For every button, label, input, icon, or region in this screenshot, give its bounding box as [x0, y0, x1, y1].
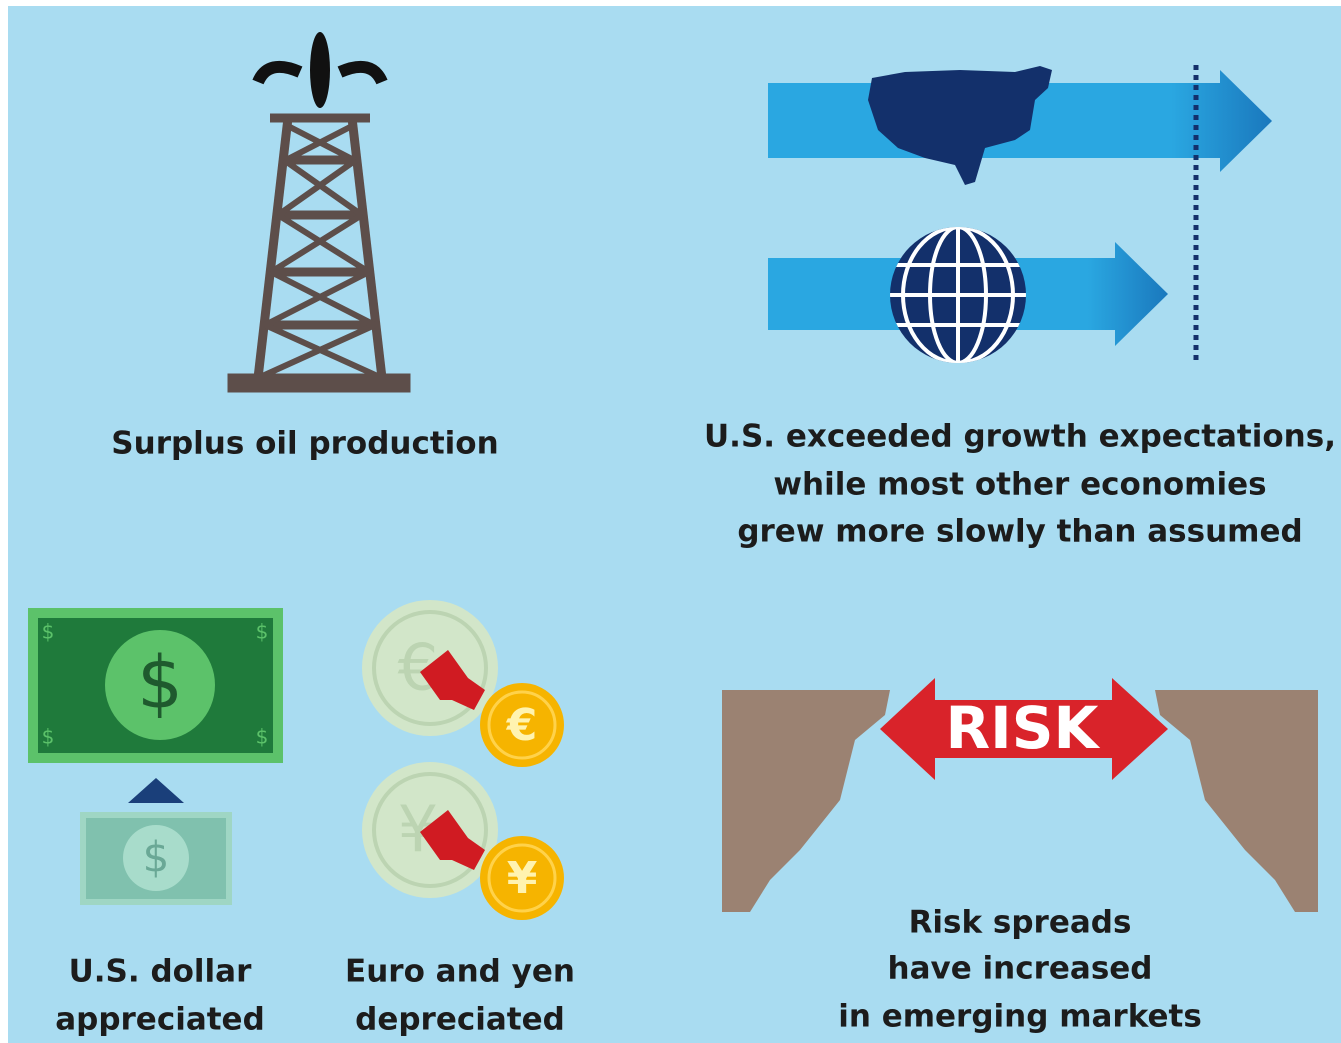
- currency-coins: € € ¥ ¥: [362, 600, 564, 920]
- caption: grew more slowly than assumed: [737, 514, 1302, 550]
- oil-derrick-icon: [227, 32, 411, 393]
- dollar-sign: $: [256, 620, 269, 644]
- dollar-sign: $: [42, 725, 55, 749]
- caption: in emerging markets: [838, 999, 1202, 1035]
- yen-sign: ¥: [507, 853, 538, 904]
- caption: have increased: [888, 951, 1153, 987]
- dollar-sign: $: [137, 641, 183, 725]
- risk-icon: RISK: [722, 678, 1318, 912]
- caption: Surplus oil production: [111, 426, 498, 462]
- caption: appreciated: [55, 1002, 265, 1038]
- risk-label: RISK: [946, 694, 1101, 762]
- caption: Risk spreads: [909, 905, 1132, 941]
- dollar-sign: $: [256, 725, 269, 749]
- dollar-sign: $: [42, 620, 55, 644]
- dollar-icon: $ $ $ $ $ $: [28, 608, 283, 905]
- euro-sign: €: [506, 700, 538, 751]
- caption: U.S. exceeded growth expectations,: [704, 419, 1336, 455]
- caption: Euro and yen: [345, 954, 575, 990]
- caption: U.S. dollar: [69, 954, 253, 990]
- caption: while most other economies: [773, 467, 1266, 503]
- dollar-sign: $: [143, 833, 170, 882]
- growth-arrows: [768, 65, 1272, 363]
- caption: depreciated: [355, 1002, 565, 1038]
